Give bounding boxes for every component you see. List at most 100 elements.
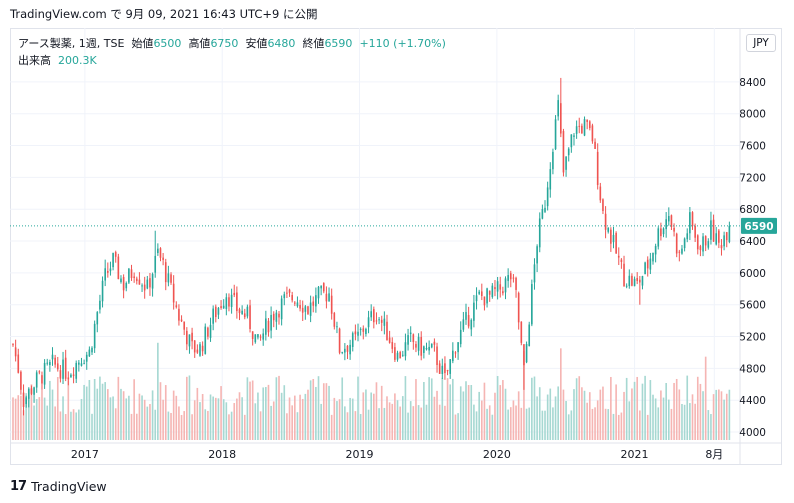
candle-body [644,262,646,275]
candle-body [286,292,288,294]
candle-body [660,228,662,237]
candle-body [607,227,610,232]
candle-body [64,357,67,379]
candle-body [91,347,93,353]
footer-brand[interactable]: 17 TradingView [10,479,107,494]
candle-body [138,279,141,285]
volume-bar [625,377,628,440]
brand-name: TradingView [31,479,107,494]
candle-body [409,332,412,334]
candle-body [425,347,428,350]
high-label: 高値 [188,37,211,50]
candle-body [657,228,660,247]
volume-bar [201,394,204,440]
volume-bar [183,411,186,440]
candle-body [38,371,41,373]
candle-body [183,321,186,330]
candle-body [325,293,328,302]
candle-body [586,119,588,122]
volume-bar [454,414,457,440]
volume-bar [265,387,267,440]
volume-bar [480,400,483,440]
candle-body [670,215,673,227]
candle-body [399,352,401,359]
volume-bar [520,407,523,440]
candle-body [438,363,441,374]
candle-body [120,278,122,283]
volume-bar [478,391,480,440]
candle-body [596,151,599,185]
volume-bar [567,414,570,440]
candle-body [710,220,712,240]
volume-bar [280,392,283,440]
candle-body [646,259,649,269]
volume-bar [20,395,22,440]
volume-bar [338,399,341,440]
volume-bar [415,379,417,440]
candle-body [172,283,175,303]
candle-body [125,283,128,289]
candle-body [254,334,257,343]
candle-body [101,280,104,302]
candle-body [175,305,178,308]
volume-bar [512,400,515,440]
volume-bar [299,394,301,440]
volume-bar [652,394,654,440]
volume-bar [430,378,433,440]
candle-body [417,336,420,351]
candle-body [344,348,346,353]
candle-body [546,187,549,207]
candle-body [309,302,312,316]
candle-body [552,151,554,170]
candle-body [354,331,357,335]
candle-body [280,298,283,320]
volume-bar [254,403,257,440]
candle-body [712,219,715,242]
candle-body [27,388,30,399]
volume-bar [222,399,225,440]
candle-body [25,397,27,405]
volume-bar [591,408,594,440]
candle-body [452,350,454,362]
volume-bar [631,388,633,440]
y-tick-label: 7200 [739,172,766,184]
candle-body [93,323,96,349]
currency-button[interactable]: JPY [746,34,776,52]
candle-body [222,305,225,309]
candle-body [583,119,586,136]
volume-bar [157,342,159,440]
candle-body [293,302,296,304]
candle-body [178,308,180,321]
candle-body [333,312,336,327]
volume-bar [191,414,193,440]
volume-bar [267,384,270,440]
volume-bar [633,381,636,440]
candle-body [46,362,49,364]
candle-body [462,319,465,330]
candle-body [283,294,286,299]
volume-bar [325,383,328,440]
volume-bar [375,382,378,440]
volume-bar [30,384,33,440]
grid-lines [10,28,740,440]
x-tick-label: 2020 [483,448,511,461]
x-tick-label: 2019 [346,448,374,461]
volume-bar [531,377,533,440]
volume-bar [523,351,525,440]
candle-body [728,225,731,242]
candle-body [357,331,359,336]
volume-bar [128,395,130,440]
candle-body [696,235,699,250]
volume-bar [610,376,612,440]
candle-body [299,305,301,309]
volume-bar [370,392,373,440]
candle-body [146,279,149,289]
candle-body [307,306,309,314]
candle-body [214,306,217,318]
candle-body [351,333,354,347]
y-tick-label: 5200 [739,332,766,344]
volume-bar [417,405,420,440]
candle-body [201,345,204,352]
volume-bar [217,398,220,440]
